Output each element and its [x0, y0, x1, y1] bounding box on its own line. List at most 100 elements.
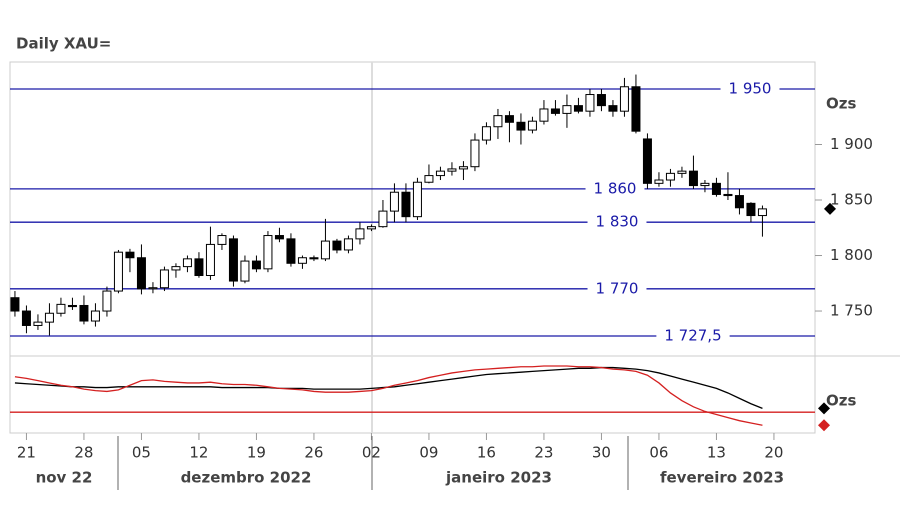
candle-body	[389, 191, 399, 212]
x-tick-label: 19	[247, 444, 266, 462]
x-tick-label: 09	[419, 444, 438, 462]
x-tick-label: 30	[592, 444, 611, 462]
month-label: fevereiro 2023	[660, 469, 784, 487]
month-label: dezembro 2022	[181, 469, 312, 487]
candle-body	[401, 191, 411, 218]
candle-body	[619, 86, 629, 112]
candle-body	[573, 105, 583, 112]
x-tick-label: 28	[74, 444, 93, 462]
y-tick-label: 1 800	[830, 246, 873, 264]
x-tick-label: 12	[189, 444, 208, 462]
candle-body	[205, 243, 215, 277]
candle-body	[136, 257, 146, 290]
level-label: 1 770	[596, 279, 639, 297]
x-tick-label: 16	[477, 444, 496, 462]
candle-body	[286, 238, 296, 264]
month-label: janeiro 2023	[445, 469, 552, 487]
candle-body	[585, 94, 595, 112]
y-tick-label: 1 750	[830, 302, 873, 320]
candle-body	[447, 168, 457, 172]
level-label-bg	[587, 212, 647, 231]
indicator-line	[14, 366, 763, 409]
x-tick-label: 13	[707, 444, 726, 462]
candle-body	[274, 235, 284, 240]
candle-body	[688, 170, 698, 187]
candle-body	[251, 260, 261, 270]
month-label: nov 22	[36, 469, 93, 487]
candle-body	[297, 257, 307, 264]
x-tick-label: 23	[534, 444, 553, 462]
candle-body	[631, 86, 641, 132]
candle-body	[608, 105, 618, 112]
candle-body	[171, 266, 181, 271]
candle-body	[263, 235, 273, 270]
candle-body	[67, 304, 77, 308]
candle-body	[320, 240, 330, 260]
candle-body	[44, 312, 54, 323]
candle-body	[355, 228, 365, 240]
candle-body	[527, 120, 537, 131]
candle-body	[470, 139, 480, 168]
x-tick-label: 20	[764, 444, 783, 462]
candle-body	[113, 251, 123, 292]
level-label-bg	[587, 279, 647, 298]
candle-body	[700, 182, 710, 187]
level-label: 1 830	[596, 213, 639, 231]
candle-body	[378, 210, 388, 228]
last-price-marker	[824, 202, 836, 215]
indicator-line	[14, 365, 763, 426]
candle-body	[746, 202, 756, 217]
candle-body	[412, 181, 422, 218]
indicator-marker	[818, 419, 830, 432]
candle-body	[654, 179, 664, 184]
candle-body	[424, 175, 434, 183]
candle-body	[240, 260, 250, 282]
candle-body	[516, 121, 526, 131]
level-label-bg	[656, 326, 730, 345]
indicator-label: Ozs	[826, 392, 856, 410]
level-label-bg	[585, 179, 645, 198]
x-tick-label: 26	[304, 444, 323, 462]
chart-title: Daily XAU=	[16, 35, 111, 53]
candle-body	[332, 240, 342, 251]
candle-body	[56, 303, 66, 314]
x-tick-label: 02	[362, 444, 381, 462]
x-tick-label: 21	[17, 444, 36, 462]
level-label: 1 727,5	[664, 327, 721, 345]
candle-body	[343, 238, 353, 251]
candle-body	[366, 226, 376, 230]
candle-body	[539, 108, 549, 122]
candle-body	[309, 257, 319, 260]
candle-body	[79, 304, 89, 322]
candle-body	[550, 108, 560, 114]
level-label: 1 950	[729, 79, 772, 97]
candle-body	[493, 115, 503, 128]
candle-body	[182, 258, 192, 268]
candle-body	[21, 310, 31, 326]
plot-frame	[9, 61, 816, 434]
candle-body	[435, 170, 445, 177]
candle-body	[10, 297, 20, 312]
level-label-bg	[720, 79, 780, 98]
candle-body	[458, 166, 468, 170]
y-tick-label: 1 850	[830, 191, 873, 209]
indicator-marker	[818, 402, 830, 415]
candle-body	[677, 170, 687, 174]
level-label: 1 860	[594, 179, 637, 197]
y-tick-label: 1 900	[830, 135, 873, 153]
candle-body	[665, 172, 675, 181]
x-tick-label: 06	[649, 444, 668, 462]
candle-body	[217, 235, 227, 245]
candle-body	[757, 208, 767, 217]
candle-body	[90, 310, 100, 322]
candle-body	[228, 238, 238, 282]
candle-body	[723, 193, 733, 197]
x-tick-label: 05	[132, 444, 151, 462]
candle-body	[102, 290, 112, 312]
candle-body	[562, 105, 572, 114]
candle-body	[481, 126, 491, 141]
candle-body	[125, 251, 135, 259]
candle-body	[734, 195, 744, 209]
candle-body	[33, 321, 43, 326]
